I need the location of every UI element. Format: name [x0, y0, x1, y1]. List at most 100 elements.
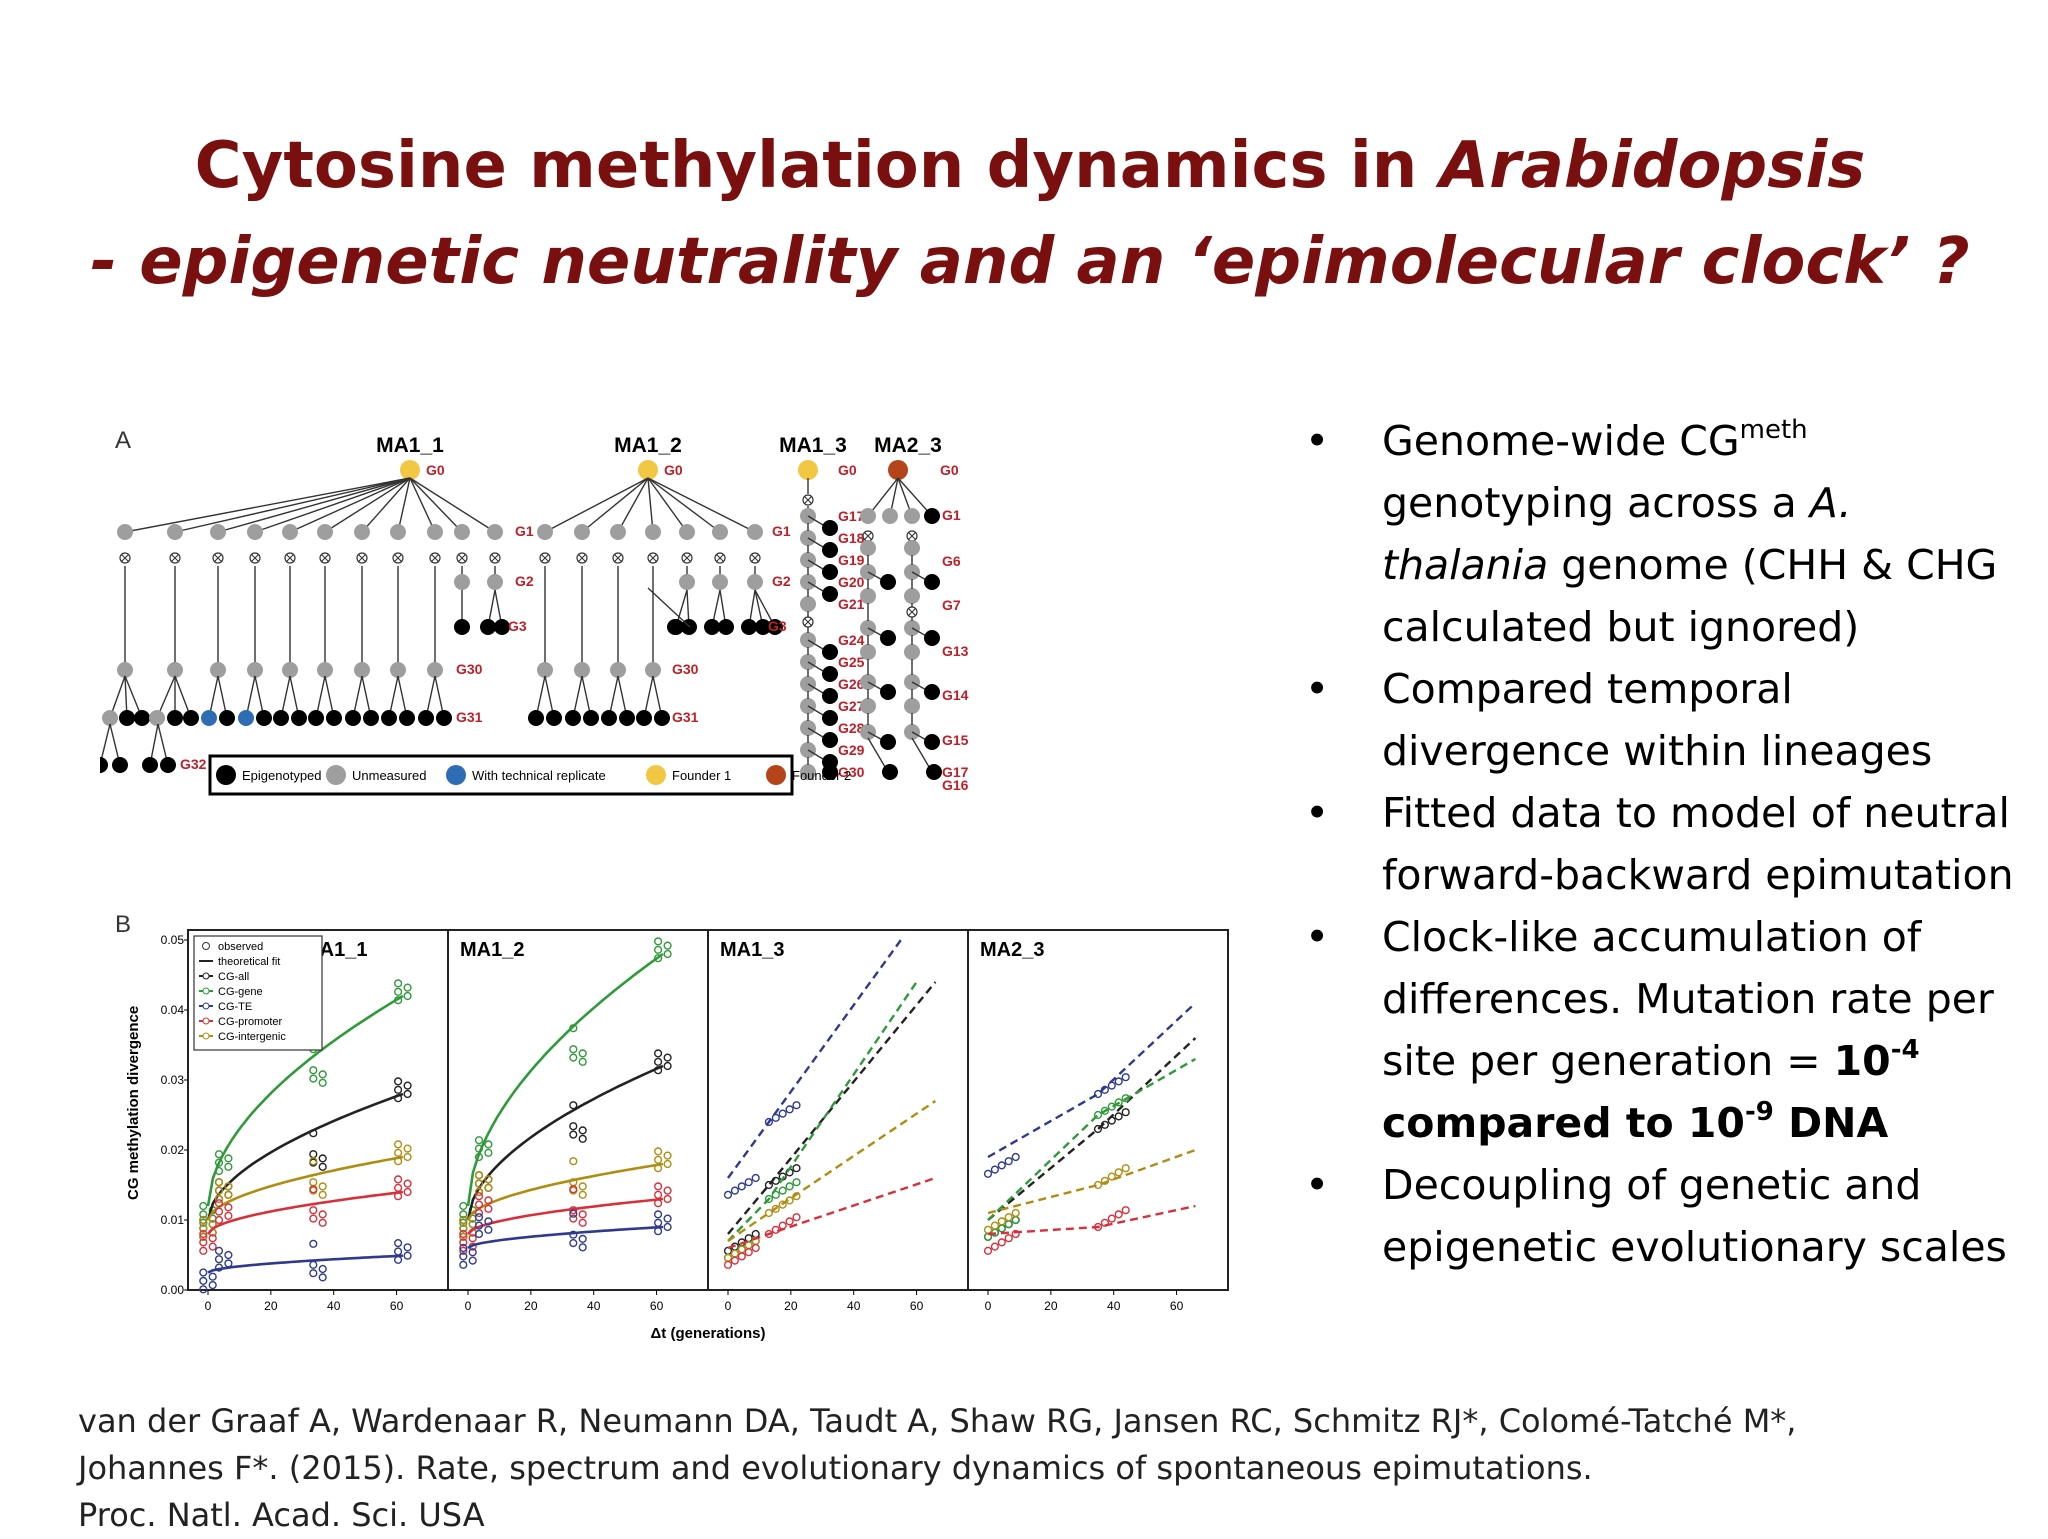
ma2-branch-node [880, 734, 896, 750]
g3-node [494, 619, 510, 635]
observed-point [1114, 1112, 1123, 1121]
y-tick-label: 0.05 [161, 933, 185, 947]
bullet-list: Genome-wide CGmeth genotyping across a A… [1300, 410, 2020, 1278]
chain-node [800, 764, 816, 780]
fit-line-cg-te [987, 1002, 1197, 1159]
observed-point [199, 1232, 208, 1241]
ma2-branch-node [882, 764, 898, 780]
self-cross-mark [649, 554, 657, 562]
x-tick-label: 40 [587, 1299, 601, 1313]
fit-line-cg-promoter [727, 1176, 936, 1250]
ma2-g1-node [860, 508, 876, 524]
observed-point [484, 1204, 493, 1213]
observed-point [578, 1182, 587, 1191]
edge [289, 477, 411, 533]
x-tick-label: 20 [784, 1299, 798, 1313]
observed-point [578, 1049, 587, 1058]
x-tick-label: 40 [847, 1299, 861, 1313]
g30-node [574, 662, 590, 678]
observed-point [459, 1201, 468, 1211]
bullet-genotyping: Genome-wide CGmeth genotyping across a A… [1300, 410, 2020, 658]
observed-point [224, 1182, 233, 1191]
generation-label: G17 [838, 508, 865, 524]
observed-point [403, 983, 412, 992]
x-tick-label: 40 [1107, 1299, 1121, 1313]
g31-node [183, 710, 199, 726]
observed-point [459, 1232, 468, 1241]
edge [647, 477, 721, 533]
observed-point [394, 1238, 403, 1248]
observed-point [990, 1165, 1000, 1174]
edge [897, 477, 933, 517]
self-cross-mark [321, 554, 329, 562]
g31-node [167, 710, 183, 726]
title-line-1: Cytosine methylation dynamics in Arabido… [194, 129, 1866, 203]
generation-label: G30 [672, 661, 699, 677]
self-cross-mark [908, 532, 916, 540]
observed-point [792, 1164, 801, 1173]
observed-point [764, 1229, 774, 1239]
observed-point [214, 1215, 224, 1225]
observed-point [394, 996, 403, 1005]
legend-b-label: CG-intergenic [218, 1031, 286, 1043]
observed-point [394, 1094, 403, 1103]
g31-node [636, 710, 652, 726]
g32-node [112, 757, 128, 773]
generation-label: G0 [664, 462, 683, 478]
generation-label: G14 [942, 687, 969, 703]
observed-point [778, 1186, 787, 1195]
observed-point [578, 1234, 587, 1244]
slide-title: Cytosine methylation dynamics in Arabido… [0, 118, 2048, 310]
x-tick-label: 60 [390, 1299, 404, 1313]
citation-line-1: van der Graaf A, Wardenaar R, Neumann DA… [78, 1402, 1797, 1440]
observed-point [459, 1246, 468, 1255]
g31-node [654, 710, 670, 726]
observed-point [459, 1215, 468, 1225]
edge [617, 477, 649, 533]
observed-point [474, 1152, 484, 1162]
g2-node [679, 574, 695, 590]
observed-point [403, 1144, 412, 1153]
observed-point [318, 1190, 327, 1199]
fit-line-cg-all [206, 1092, 404, 1221]
fit-line-cg-gene [727, 981, 918, 1242]
self-cross-mark [458, 554, 466, 562]
observed-point [1100, 1218, 1110, 1227]
ma2-g1-node [904, 508, 920, 524]
observed-point [778, 1221, 787, 1230]
edge [544, 477, 649, 533]
observed-point [474, 1144, 484, 1153]
observed-point [484, 1196, 493, 1205]
g1-node [282, 524, 298, 540]
observed-point [484, 1217, 493, 1226]
edge [409, 477, 463, 533]
generation-label: G30 [456, 661, 483, 677]
g3-node [718, 619, 734, 635]
g30-node [645, 662, 661, 678]
legend-b-label: CG-gene [218, 986, 263, 998]
g31-node [256, 710, 272, 726]
g31-node [238, 710, 254, 726]
observed-point [214, 1207, 224, 1216]
x-tick-label: 20 [264, 1299, 278, 1313]
observed-point [663, 1214, 672, 1223]
legend-a-swatch [766, 765, 786, 785]
ma2-branch-node [924, 684, 940, 700]
g2-node [712, 574, 728, 590]
panel-b-letter: B [115, 911, 131, 938]
g2-node [487, 574, 503, 590]
generation-label: G0 [838, 462, 857, 478]
g31-node [418, 710, 434, 726]
fit-line-cg-promoter [207, 1190, 404, 1235]
lineage-label: MA1_3 [779, 434, 847, 457]
g31-node [436, 710, 452, 726]
observed-point [484, 1225, 493, 1234]
observed-point [778, 1200, 787, 1209]
legend-b-label: CG-all [218, 971, 249, 983]
observed-point [1114, 1098, 1123, 1107]
observed-point [1093, 1180, 1103, 1190]
legend-b-label: CG-TE [218, 1001, 252, 1013]
edge [324, 477, 411, 533]
observed-point [208, 1272, 217, 1281]
observed-point [459, 1252, 468, 1261]
